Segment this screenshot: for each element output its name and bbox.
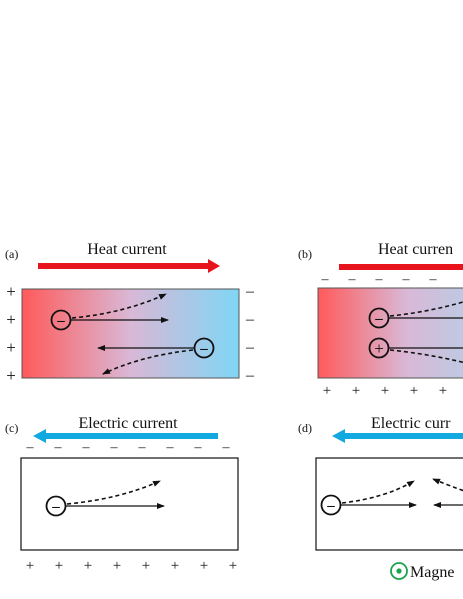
minus-sign: – — [245, 367, 255, 384]
electron-c: – — [45, 480, 165, 517]
minus-sign: – — [26, 440, 35, 455]
electron-circle-icon — [320, 494, 342, 516]
heat-current-arrow-a — [38, 259, 220, 273]
minus-sign: – — [166, 440, 175, 455]
plus-sign: + — [410, 383, 418, 399]
hole-charge: + — [374, 339, 384, 358]
minus-sign: – — [194, 440, 203, 455]
minus-sign: – — [222, 440, 231, 455]
panel-a-label: (a) — [5, 247, 18, 261]
plus-sign: + — [6, 282, 16, 301]
sample-bar-c — [20, 457, 239, 551]
electron-circle-icon — [45, 495, 67, 517]
heat-current-arrow-b — [339, 264, 463, 270]
plus-sign: + — [142, 558, 150, 574]
panel-c-title: Electric current — [78, 415, 178, 432]
deflected-path-arrow — [432, 478, 463, 492]
left-charges-a: + + + + — [6, 282, 16, 385]
plus-sign: + — [352, 383, 360, 399]
electron-a1: – — [50, 293, 169, 331]
electron-circle-icon — [50, 309, 72, 331]
bottom-charges-b: + + + + + — [323, 383, 447, 399]
plus-sign: + — [381, 383, 389, 399]
electron-charge: – — [199, 341, 208, 357]
minus-sign: – — [245, 311, 255, 328]
panel-d-label: (d) — [298, 421, 312, 435]
electron-circle-icon — [368, 307, 390, 329]
sample-bar-a — [21, 288, 240, 379]
hole-circle-icon — [368, 337, 390, 359]
plus-sign: + — [6, 338, 16, 357]
minus-sign: – — [348, 272, 357, 287]
magnetic-field-legend: Magne — [390, 562, 454, 581]
plus-sign: + — [229, 558, 237, 574]
minus-sign: – — [402, 272, 411, 287]
electron-b: – — [368, 301, 463, 329]
top-charges-c: – – – – – – – – — [26, 440, 231, 455]
electron-circle-icon — [193, 337, 215, 359]
plus-sign: + — [84, 558, 92, 574]
panel-a: (a) Heat current + + + + – – – – – – — [5, 241, 255, 385]
panel-c-label: (c) — [5, 421, 18, 435]
panel-a-title: Heat current — [87, 241, 167, 258]
electric-current-arrow-c — [33, 429, 218, 443]
plus-sign: + — [6, 310, 16, 329]
plus-sign: + — [113, 558, 121, 574]
minus-sign: – — [138, 440, 147, 455]
electron-charge: – — [374, 311, 383, 327]
minus-sign: – — [82, 440, 91, 455]
panel-b: (b) Heat curren – – – – – – + + + + + — [298, 241, 463, 399]
panel-d-title: Electric curr — [371, 415, 451, 432]
second-particle-d — [432, 478, 463, 508]
plus-sign: + — [6, 366, 16, 385]
panel-c: (c) Electric current – – – – – – – – – +… — [5, 415, 239, 574]
minus-sign: – — [245, 283, 255, 300]
magnetic-field-dot-icon — [396, 568, 402, 574]
electron-a2: – — [97, 337, 215, 375]
electric-current-arrow-d — [332, 429, 463, 443]
plus-sign: + — [26, 558, 34, 574]
plus-sign: + — [439, 383, 447, 399]
minus-sign: – — [429, 272, 438, 287]
minus-sign: – — [375, 272, 384, 287]
electron-charge: – — [56, 313, 65, 329]
plus-sign: + — [171, 558, 179, 574]
panel-b-label: (b) — [298, 247, 312, 261]
bottom-charges-c: + + + + + + + + — [26, 558, 237, 574]
minus-sign: – — [110, 440, 119, 455]
hole-b: + — [368, 337, 463, 364]
plus-sign: + — [55, 558, 63, 574]
minus-sign: – — [54, 440, 63, 455]
panel-d: (d) Electric curr – Magne — [298, 415, 463, 581]
plus-sign: + — [323, 383, 331, 399]
right-charges-a: – – – – — [245, 283, 255, 384]
electron-charge: – — [51, 499, 60, 515]
deflected-path-arrow — [341, 480, 415, 504]
deflected-path-line — [389, 301, 463, 317]
minus-sign: – — [245, 339, 255, 356]
electron-charge: – — [326, 498, 335, 514]
sample-bar-b — [317, 287, 463, 379]
minus-sign: – — [321, 272, 330, 287]
deflected-path-arrow — [102, 349, 194, 375]
panel-b-title: Heat curren — [378, 241, 453, 258]
deflected-path-arrow — [71, 293, 167, 319]
deflected-path-line — [389, 349, 463, 364]
top-charges-b: – – – – – — [321, 272, 438, 287]
deflected-path-arrow — [66, 480, 161, 505]
magnetic-field-legend-label: Magne — [410, 564, 454, 581]
sample-bar-d — [315, 457, 463, 551]
plus-sign: + — [200, 558, 208, 574]
magnetic-field-out-of-page-icon — [390, 562, 408, 580]
electron-d: – — [320, 480, 417, 516]
